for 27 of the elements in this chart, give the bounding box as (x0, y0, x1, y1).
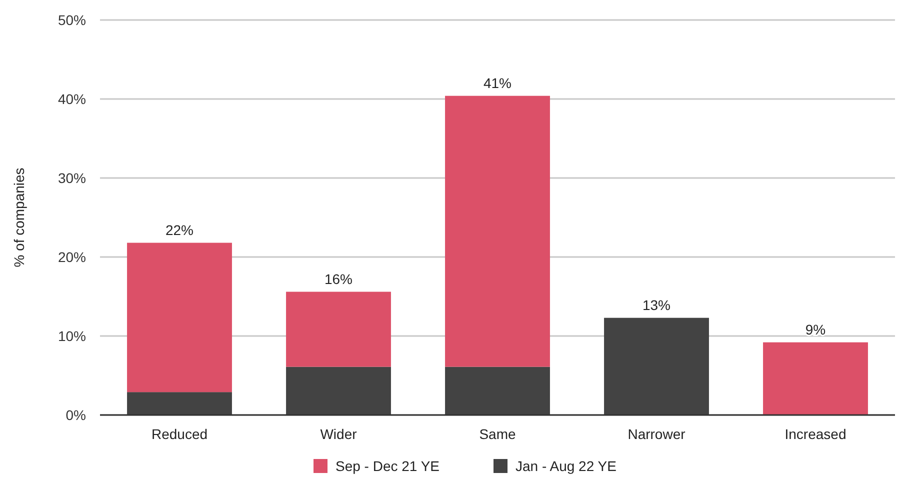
y-tick-label: 20% (58, 248, 86, 265)
y-tick-label: 30% (58, 170, 86, 186)
x-tick-label: Increased (784, 426, 846, 442)
x-tick-label: Narrower (628, 426, 686, 442)
legend-label: Sep - Dec 21 YE (336, 458, 440, 474)
bar (445, 96, 550, 367)
bar (445, 366, 550, 415)
total-label: 41% (483, 74, 512, 91)
x-tick-label: Wider (320, 426, 358, 442)
bar (763, 342, 868, 415)
bar (127, 242, 232, 392)
bar (286, 366, 391, 415)
y-tick-label: 50% (58, 12, 86, 28)
total-label: 16% (324, 270, 353, 287)
legend-label: Jan - Aug 22 YE (516, 458, 616, 474)
total-label: 22% (165, 222, 194, 238)
total-label: 13% (642, 296, 671, 313)
y-tick-label: 0% (66, 406, 86, 423)
bar (604, 318, 709, 415)
y-tick-label: 10% (58, 328, 86, 344)
y-axis-title: % of companies (11, 168, 27, 268)
x-tick-label: Same (479, 426, 516, 442)
total-label: 9% (805, 321, 826, 338)
x-tick-label: Reduced (151, 426, 208, 442)
bar (127, 392, 232, 415)
bar (286, 292, 391, 367)
y-tick-label: 40% (58, 90, 86, 107)
